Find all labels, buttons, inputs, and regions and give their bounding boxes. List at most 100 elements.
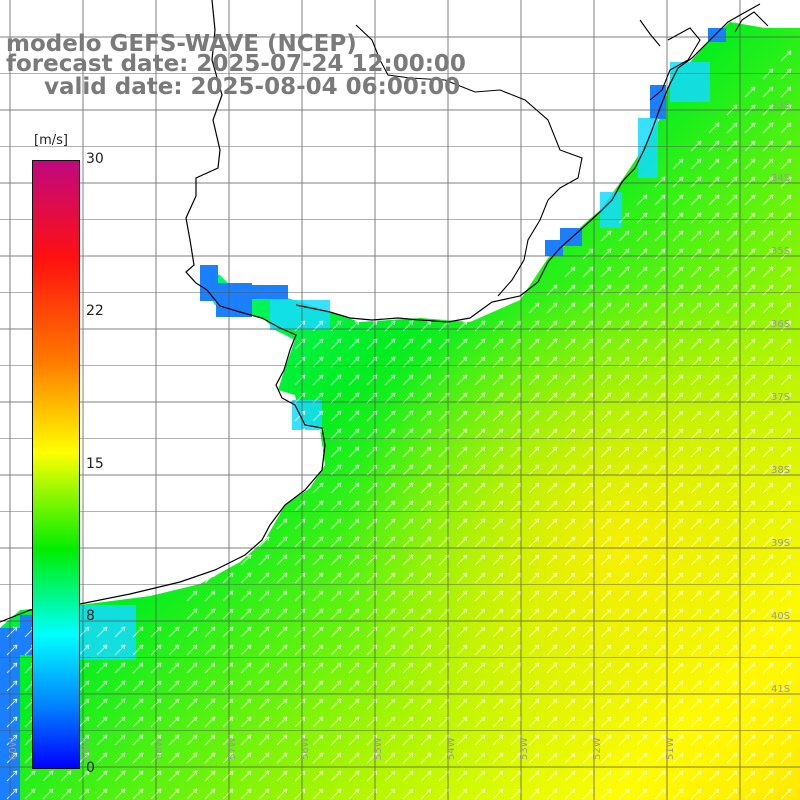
- wind-arrow: [726, 284, 738, 296]
- wind-arrow: [708, 230, 720, 242]
- wind-arrow: [312, 554, 324, 566]
- wind-arrow: [762, 626, 774, 638]
- wind-arrow: [780, 626, 792, 638]
- wind-arrow: [276, 410, 288, 422]
- wind-arrow: [330, 644, 342, 656]
- wind-arrow: [168, 680, 180, 692]
- wind-arrow: [780, 194, 792, 206]
- wind-arrow: [600, 752, 612, 764]
- longitude-label: 51W: [665, 737, 676, 760]
- wind-arrow: [690, 158, 702, 170]
- wind-arrow: [726, 788, 738, 800]
- wind-arrow: [330, 464, 342, 476]
- wind-arrow: [114, 680, 126, 692]
- wind-arrow: [600, 662, 612, 674]
- wind-arrow: [528, 554, 540, 566]
- wind-arrow: [708, 338, 720, 350]
- wind-arrow: [348, 770, 360, 782]
- wind-arrow: [528, 788, 540, 800]
- wind-arrow: [672, 536, 684, 548]
- wind-arrow: [780, 86, 792, 98]
- wind-arrow: [726, 140, 738, 152]
- wind-arrow: [384, 518, 396, 530]
- wind-arrow: [330, 626, 342, 638]
- wind-arrow: [600, 644, 612, 656]
- wind-arrow: [330, 680, 342, 692]
- wind-arrow: [456, 518, 468, 530]
- wind-arrow: [708, 212, 720, 224]
- wind-arrow: [708, 374, 720, 386]
- wind-arrow: [564, 482, 576, 494]
- wind-arrow: [96, 770, 108, 782]
- wind-arrow: [618, 212, 630, 224]
- wind-arrow: [474, 572, 486, 584]
- wind-arrow: [762, 230, 774, 242]
- wind-arrow: [240, 428, 252, 440]
- wind-arrow: [600, 680, 612, 692]
- wind-arrow: [636, 482, 648, 494]
- wind-arrow: [780, 158, 792, 170]
- wind-arrow: [78, 716, 90, 728]
- wind-arrow: [744, 302, 756, 314]
- wind-arrow: [276, 644, 288, 656]
- wind-arrow: [384, 698, 396, 710]
- colorbar-tick-22: 22: [86, 303, 104, 319]
- wind-arrow: [6, 680, 18, 692]
- wind-arrow: [492, 428, 504, 440]
- wind-arrow: [690, 680, 702, 692]
- wind-arrow: [528, 572, 540, 584]
- wind-arrow: [618, 698, 630, 710]
- wind-arrow: [744, 176, 756, 188]
- wind-arrow: [96, 734, 108, 746]
- wind-arrow: [348, 590, 360, 602]
- wind-arrow: [492, 770, 504, 782]
- wind-arrow: [636, 536, 648, 548]
- wind-arrow: [618, 626, 630, 638]
- wind-arrow: [780, 716, 792, 728]
- wind-arrow: [402, 662, 414, 674]
- wind-arrow: [636, 230, 648, 242]
- wind-arrow: [330, 662, 342, 674]
- wind-arrow: [564, 644, 576, 656]
- wind-arrow: [780, 770, 792, 782]
- wind-arrow: [744, 86, 756, 98]
- wind-arrow: [168, 626, 180, 638]
- wind-arrow: [384, 482, 396, 494]
- wind-arrow: [762, 446, 774, 458]
- wind-arrow: [618, 302, 630, 314]
- wind-arrow: [762, 518, 774, 530]
- wind-arrow: [240, 464, 252, 476]
- wind-arrow: [672, 590, 684, 602]
- wind-arrow: [222, 464, 234, 476]
- wind-arrow: [564, 770, 576, 782]
- wind-arrow: [546, 734, 558, 746]
- wind-arrow: [672, 464, 684, 476]
- wind-arrow: [708, 284, 720, 296]
- wind-arrow: [132, 680, 144, 692]
- wind-arrow: [240, 752, 252, 764]
- wind-arrow: [348, 752, 360, 764]
- wind-arrow: [384, 734, 396, 746]
- wind-arrow: [690, 176, 702, 188]
- wind-arrow: [582, 788, 594, 800]
- wind-arrow: [132, 698, 144, 710]
- wind-arrow: [276, 770, 288, 782]
- wind-arrow: [456, 662, 468, 674]
- wind-arrow: [114, 752, 126, 764]
- wind-arrow: [384, 356, 396, 368]
- wind-arrow: [276, 554, 288, 566]
- wind-arrow: [708, 698, 720, 710]
- wind-arrow: [204, 572, 216, 584]
- wind-arrow: [600, 500, 612, 512]
- wind-arrow: [564, 266, 576, 278]
- wind-arrow: [708, 500, 720, 512]
- wind-arrow: [744, 140, 756, 152]
- wind-arrow: [726, 680, 738, 692]
- wind-arrow: [492, 662, 504, 674]
- wind-arrow: [708, 734, 720, 746]
- wind-arrow: [204, 680, 216, 692]
- wind-arrow: [762, 410, 774, 422]
- wind-arrow: [636, 500, 648, 512]
- wind-arrow: [420, 680, 432, 692]
